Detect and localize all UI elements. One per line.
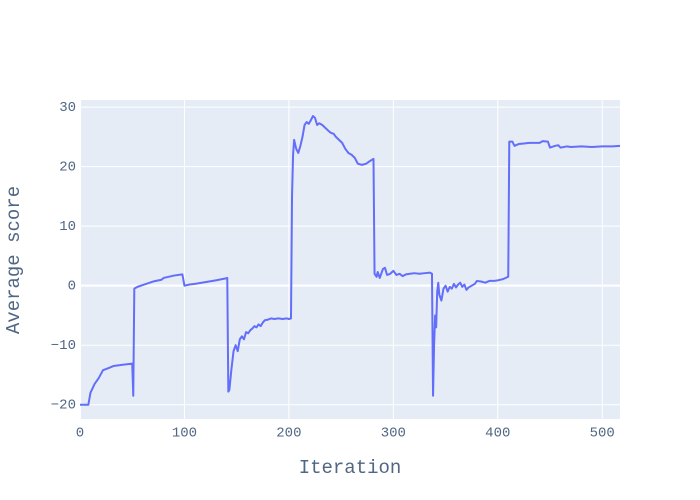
y-tick-label: −20 [51,397,76,413]
y-tick-label: −10 [51,338,76,354]
x-tick-label: 100 [172,426,197,442]
line [80,115,621,406]
x-axis-title: Iteration [299,457,402,479]
y-axis-title: Average score [3,186,25,334]
x-tick-label: 300 [381,426,406,442]
y-tick-label: 10 [59,219,76,235]
x-tick-label: 500 [590,426,615,442]
y-tick-label: 30 [59,100,76,116]
x-tick-label: 400 [485,426,510,442]
y-tick-label: 0 [68,278,76,294]
plot-background [80,100,620,419]
y-tick-label: 20 [59,159,76,175]
x-tick-label: 0 [76,426,84,442]
x-tick-label: 200 [276,426,301,442]
